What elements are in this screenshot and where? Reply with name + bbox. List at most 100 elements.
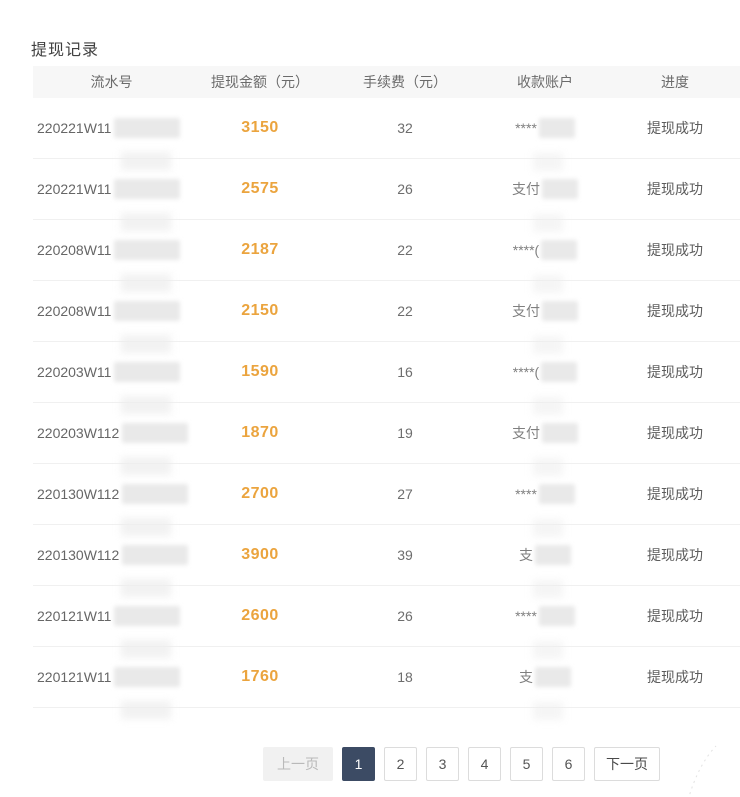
column-header: 收款账户 <box>517 74 573 90</box>
amount-cell: 3150 <box>190 119 330 137</box>
redacted-serial-block <box>114 118 181 138</box>
redacted-serial-block <box>114 667 181 687</box>
page-title: 提现记录 <box>31 42 100 59</box>
serial-number: 220121W11 <box>37 669 112 685</box>
table-row: 220208W11 2150 22 支付 提现成功 <box>33 281 740 354</box>
status-text: 提现成功 <box>647 242 703 258</box>
prev-page-button[interactable]: 上一页 <box>263 747 333 781</box>
account-cell: ****( <box>480 362 610 382</box>
amount-cell: 1760 <box>190 668 330 686</box>
account-cell: **** <box>480 118 610 138</box>
table-body: 220221W11 3150 32 **** 提现成功 220221W11 25… <box>33 98 740 720</box>
receiving-account: 支付 <box>512 425 540 441</box>
column-header: 提现金额（元） <box>211 74 309 90</box>
account-cell: ****( <box>480 240 610 260</box>
redacted-account-block <box>538 118 575 138</box>
serial-number: 220208W11 <box>37 242 112 258</box>
page-button-1[interactable]: 1 <box>342 747 375 781</box>
status-text: 提现成功 <box>647 120 703 136</box>
status-cell: 提现成功 <box>610 667 740 687</box>
redacted-account-block <box>541 240 578 260</box>
amount-cell: 1870 <box>190 424 330 442</box>
status-text: 提现成功 <box>647 181 703 197</box>
status-text: 提现成功 <box>647 364 703 380</box>
serial-number: 220121W11 <box>37 608 112 624</box>
serial-cell: 220121W11 <box>33 606 190 626</box>
serial-number: 220221W11 <box>37 181 112 197</box>
amount-cell: 2700 <box>190 485 330 503</box>
status-cell: 提现成功 <box>610 179 740 199</box>
serial-number: 220203W112 <box>37 425 120 441</box>
serial-number: 220221W11 <box>37 120 112 136</box>
column-header: 手续费（元） <box>363 74 447 90</box>
receiving-account: 支付 <box>512 181 540 197</box>
amount-cell: 2150 <box>190 302 330 320</box>
redacted-account-block <box>535 545 571 565</box>
receiving-account: **** <box>515 608 537 624</box>
censor-smudge <box>533 702 563 720</box>
status-cell: 提现成功 <box>610 118 740 138</box>
receiving-account: ****( <box>512 242 540 258</box>
status-text: 提现成功 <box>647 303 703 319</box>
withdrawal-amount: 2150 <box>241 302 279 319</box>
page-button-2[interactable]: 2 <box>384 747 417 781</box>
account-cell: **** <box>480 606 610 626</box>
fee-cell: 26 <box>330 608 480 624</box>
receiving-account: 支 <box>519 547 533 563</box>
table-row: 220130W112 3900 39 支 提现成功 <box>33 525 740 598</box>
fee-cell: 18 <box>330 669 480 685</box>
table-row: 220121W11 2600 26 **** 提现成功 <box>33 586 740 659</box>
table-row: 220208W11 2187 22 ****( 提现成功 <box>33 220 740 293</box>
receiving-account: 支 <box>519 669 533 685</box>
status-cell: 提现成功 <box>610 545 740 565</box>
column-header: 进度 <box>661 74 689 90</box>
fee-cell: 22 <box>330 303 480 319</box>
withdrawal-amount: 1590 <box>241 363 279 380</box>
page-button-5[interactable]: 5 <box>510 747 543 781</box>
withdrawal-amount: 2600 <box>241 607 279 624</box>
status-cell: 提现成功 <box>610 362 740 382</box>
fee-cell: 19 <box>330 425 480 441</box>
serial-cell: 220221W11 <box>33 118 190 138</box>
redacted-serial-block <box>114 240 181 260</box>
account-cell: **** <box>480 484 610 504</box>
service-fee: 32 <box>397 120 413 136</box>
fee-cell: 32 <box>330 120 480 136</box>
page-button-3[interactable]: 3 <box>426 747 459 781</box>
withdrawal-table: 流水号 提现金额（元） 手续费（元） 收款账户 进度 220221W11 3150 32… <box>33 66 740 720</box>
status-cell: 提现成功 <box>610 484 740 504</box>
status-text: 提现成功 <box>647 608 703 624</box>
redacted-account-block <box>535 667 571 687</box>
page-button-4[interactable]: 4 <box>468 747 501 781</box>
receiving-account: ****( <box>512 364 540 380</box>
redacted-serial-block <box>122 545 189 565</box>
withdrawal-amount: 3150 <box>241 119 279 136</box>
amount-cell: 2187 <box>190 241 330 259</box>
table-row: 220221W11 3150 32 **** 提现成功 <box>33 98 740 171</box>
withdrawal-amount: 2700 <box>241 485 279 502</box>
amount-cell: 2600 <box>190 607 330 625</box>
status-text: 提现成功 <box>647 547 703 563</box>
service-fee: 26 <box>397 181 413 197</box>
redacted-account-block <box>542 423 578 443</box>
service-fee: 18 <box>397 669 413 685</box>
account-cell: 支付 <box>480 301 610 321</box>
receiving-account: 支付 <box>512 303 540 319</box>
redacted-serial-block <box>122 423 189 443</box>
service-fee: 22 <box>397 303 413 319</box>
fee-cell: 16 <box>330 364 480 380</box>
next-page-button[interactable]: 下一页 <box>594 747 660 781</box>
fee-cell: 22 <box>330 242 480 258</box>
service-fee: 26 <box>397 608 413 624</box>
page-button-6[interactable]: 6 <box>552 747 585 781</box>
redacted-serial-block <box>114 179 181 199</box>
redacted-serial-block <box>122 484 189 504</box>
account-cell: 支付 <box>480 423 610 443</box>
amount-cell: 2575 <box>190 180 330 198</box>
status-cell: 提现成功 <box>610 606 740 626</box>
account-cell: 支 <box>480 545 610 565</box>
receiving-account: **** <box>515 486 537 502</box>
table-row: 220121W11 1760 18 支 提现成功 <box>33 647 740 720</box>
